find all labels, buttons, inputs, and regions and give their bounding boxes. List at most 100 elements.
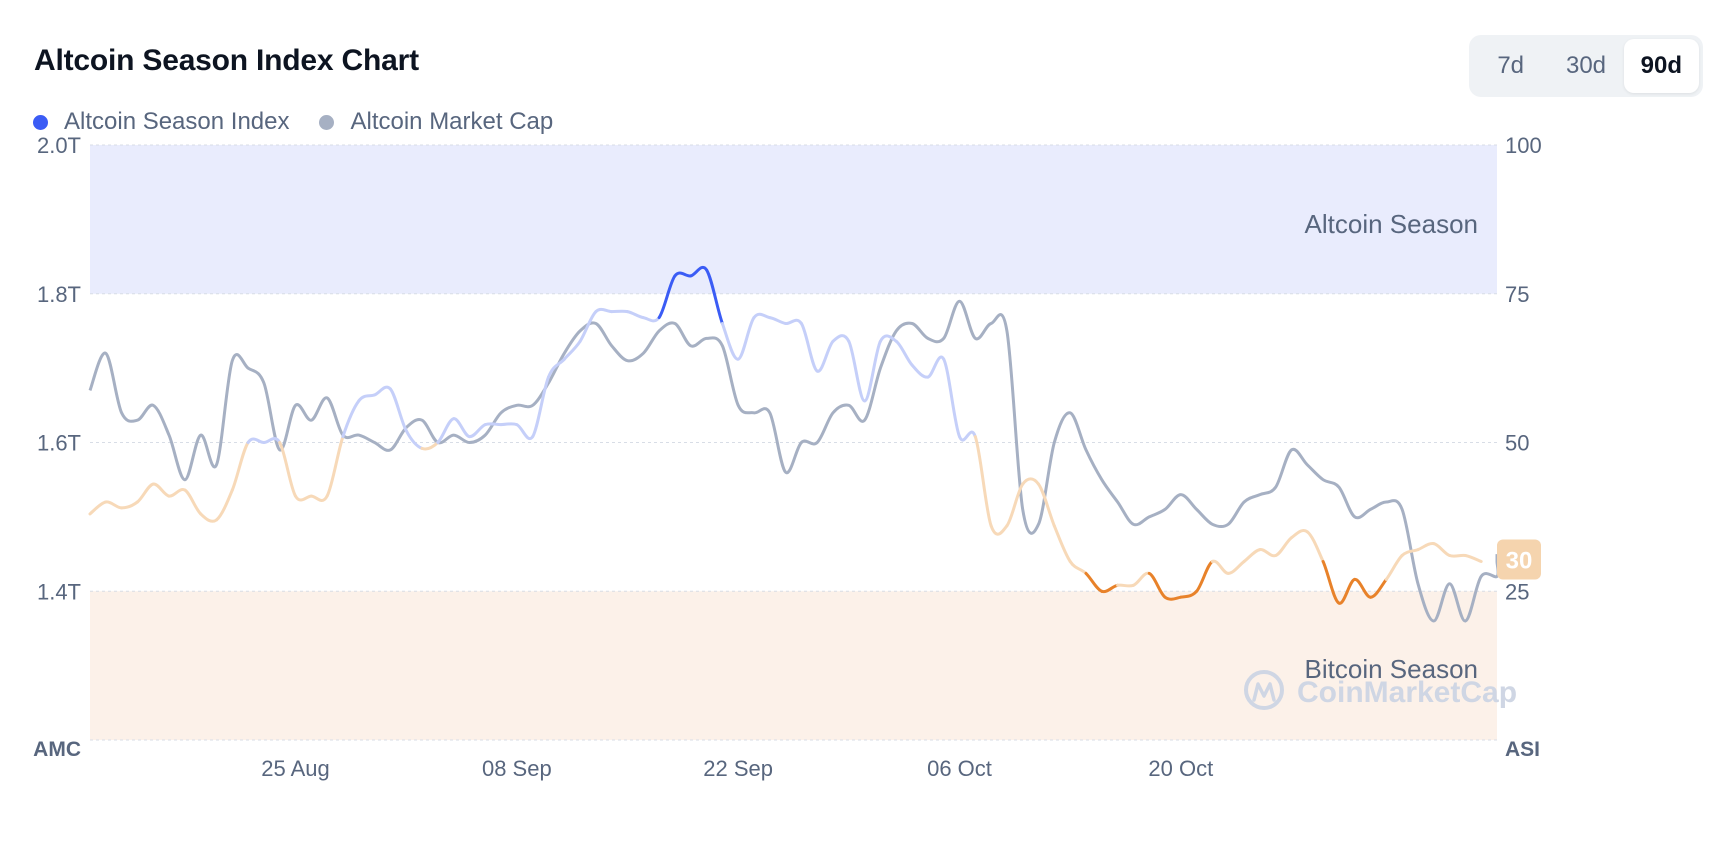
- right-tick-label: 75: [1505, 282, 1529, 307]
- x-tick-label: 20 Oct: [1148, 756, 1213, 781]
- badge-background: [1497, 539, 1541, 580]
- tab-30d[interactable]: 30d: [1565, 52, 1607, 79]
- index-line-segment: [1005, 482, 1025, 528]
- index-line-segment: [547, 357, 566, 379]
- coinmarketcap-logo-icon: [1244, 670, 1284, 710]
- legend-label: Altcoin Season Index: [64, 108, 290, 135]
- index-line-segment: [594, 307, 614, 314]
- market-cap-series: [88, 299, 1500, 623]
- left-tick-label: 1.8T: [37, 282, 81, 307]
- left-axis-title: AMC: [33, 738, 81, 761]
- index-line-segment: [1068, 560, 1088, 575]
- index-line-segment: [705, 268, 724, 325]
- index-line-segment: [894, 339, 914, 367]
- right-tick-label: 50: [1505, 431, 1529, 456]
- market-cap-line: [88, 299, 1500, 623]
- index-line-segment: [1084, 571, 1104, 593]
- index-line-segment: [246, 437, 266, 444]
- index-line-segment: [104, 500, 124, 510]
- index-line-segment: [309, 494, 329, 502]
- current-value-badge: 30: [1497, 539, 1541, 580]
- index-line-segment: [863, 339, 882, 403]
- index-line-segment: [215, 488, 234, 522]
- legend-dot-icon: [319, 114, 335, 130]
- tab-7d[interactable]: 7d: [1497, 52, 1525, 79]
- index-line-segment: [1416, 542, 1436, 552]
- index-line-segment: [1305, 530, 1325, 563]
- legend-label: Altcoin Market Cap: [350, 108, 554, 135]
- chart-legend: Altcoin Season Index Altcoin Market Cap: [33, 108, 583, 136]
- index-line-segment: [657, 274, 677, 320]
- watermark: CoinMarketCap: [1244, 670, 1517, 710]
- chart-title: Altcoin Season Index Chart: [34, 44, 419, 77]
- legend-item-index[interactable]: Altcoin Season Index: [33, 108, 289, 136]
- index-line-segment: [1147, 571, 1167, 599]
- index-line-segment: [436, 417, 456, 444]
- index-line-segment: [689, 265, 709, 278]
- index-line-segment: [183, 488, 203, 516]
- legend-dot-icon: [33, 114, 48, 130]
- index-line-segment: [815, 339, 835, 373]
- index-line-segment: [1210, 559, 1230, 575]
- index-line-segment: [230, 441, 250, 492]
- index-line-segment: [262, 437, 282, 444]
- tab-90d[interactable]: 90d: [1623, 39, 1699, 93]
- index-line-segment: [499, 422, 519, 427]
- index-line-segment: [1369, 577, 1388, 599]
- index-line-segment: [1448, 553, 1467, 558]
- index-line-segment: [942, 357, 961, 439]
- badge-value: 30: [1506, 548, 1533, 575]
- index-line-segment: [388, 387, 408, 433]
- index-line-segment: [373, 385, 392, 397]
- index-line-segment: [1037, 482, 1056, 528]
- index-line-segment: [847, 339, 867, 403]
- index-line-segment: [641, 316, 661, 323]
- index-line-segment: [420, 441, 440, 451]
- x-tick-label: 06 Oct: [927, 756, 992, 781]
- bitcoin-season-label: Bitcoin Season: [1305, 654, 1478, 684]
- x-tick-label: 22 Sep: [703, 756, 773, 781]
- index-line-segment: [736, 316, 756, 361]
- x-tick-label: 08 Sep: [482, 756, 552, 781]
- index-line-segment: [910, 363, 930, 379]
- index-line-segment: [1195, 560, 1214, 593]
- index-line-segment: [199, 512, 218, 523]
- left-tick-label: 1.4T: [37, 579, 81, 604]
- bitcoin-season-zone: [90, 591, 1497, 740]
- index-line-segment: [799, 322, 819, 373]
- time-range-selector: 7d 30d 90d: [1469, 35, 1703, 97]
- right-axis-ticks: 100 75 50 25: [1505, 133, 1542, 604]
- index-line-segment: [989, 524, 1009, 536]
- index-line-segment: [1258, 548, 1278, 558]
- altcoin-season-label: Altcoin Season: [1305, 209, 1478, 239]
- right-axis-title: ASI: [1505, 738, 1540, 761]
- index-line-segment: [578, 310, 598, 343]
- index-line-segment: [467, 423, 487, 439]
- index-line-segment: [768, 316, 788, 325]
- gridlines: [90, 144, 1497, 741]
- index-line-segment: [562, 339, 582, 361]
- index-line-segment: [831, 334, 851, 343]
- index-line-segment: [1463, 554, 1483, 563]
- legend-item-market-cap[interactable]: Altcoin Market Cap: [319, 108, 553, 136]
- index-line-segment: [1052, 524, 1072, 563]
- x-axis-ticks: 25 Aug 08 Sep 22 Sep 06 Oct 20 Oct: [261, 756, 1213, 781]
- index-line-segment: [1179, 589, 1199, 599]
- index-line-segment: [452, 417, 471, 439]
- right-tick-label: 100: [1505, 133, 1542, 158]
- index-line-segment: [515, 423, 535, 440]
- index-line-segment: [278, 441, 297, 498]
- index-line-segment: [958, 430, 977, 442]
- watermark-text: CoinMarketCap: [1297, 676, 1517, 709]
- index-line-segment: [120, 500, 139, 510]
- index-line-segment: [294, 494, 313, 502]
- index-line-segment: [151, 482, 171, 498]
- index-line-segment: [341, 399, 361, 439]
- index-line-segment: [1384, 554, 1404, 581]
- index-series: [88, 265, 1483, 605]
- index-line-segment: [1021, 477, 1040, 486]
- index-line-segment: [1432, 542, 1452, 557]
- index-line-segment: [88, 500, 108, 516]
